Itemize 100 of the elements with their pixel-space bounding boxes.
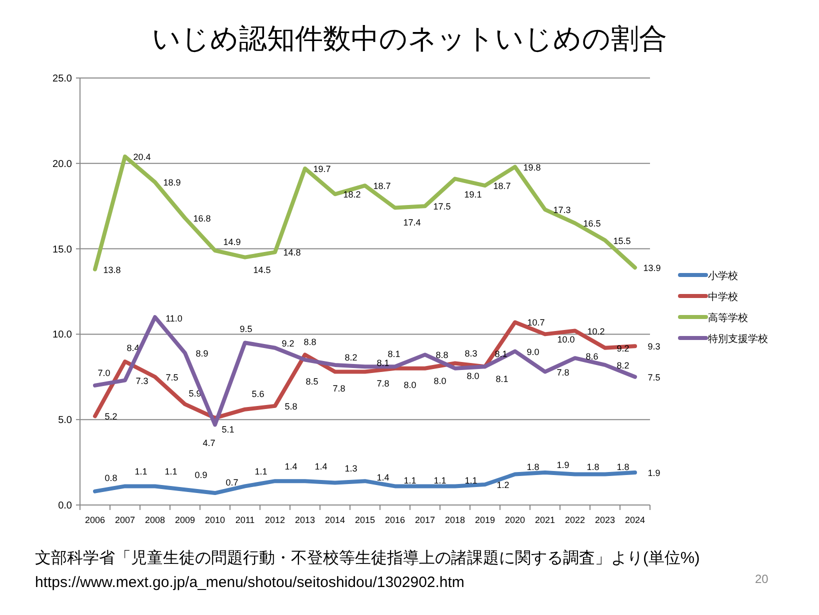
data-label: 8.0 [404, 380, 416, 390]
data-label: 8.8 [436, 350, 448, 360]
legend-label: 小学校 [708, 270, 738, 282]
data-label: 18.2 [343, 190, 361, 200]
data-label: 1.1 [134, 466, 148, 477]
data-label: 0.7 [226, 478, 238, 488]
data-label: 13.9 [643, 263, 661, 274]
data-label: 4.7 [202, 438, 216, 448]
data-label: 1.4 [314, 462, 328, 472]
data-label: 8.0 [466, 370, 480, 381]
y-tick-label: 20.0 [52, 158, 72, 170]
y-tick-label: 10.0 [52, 330, 72, 341]
data-label: 15.5 [613, 236, 631, 246]
data-label: 5.1 [222, 424, 234, 434]
x-tick-label: 2006 [84, 515, 106, 525]
data-label: 1.1 [434, 476, 446, 486]
data-label: 8.8 [304, 337, 316, 348]
data-label: 1.9 [648, 468, 660, 478]
y-tick-label: 5.0 [58, 415, 72, 426]
data-label: 16.8 [193, 214, 211, 224]
y-tick-label: 15.0 [52, 244, 72, 256]
data-label: 14.5 [253, 264, 271, 275]
data-label: 19.1 [464, 189, 482, 200]
legend-label: 高等学校 [708, 312, 748, 324]
text: 文部科学省「児童生徒の問題行動・不登校等生徒指導上の諸課題に関する調査」より(単位%) [35, 549, 700, 567]
data-label: 19.7 [313, 164, 331, 174]
data-label: 18.9 [163, 178, 181, 188]
data-label: 10.7 [527, 318, 545, 328]
x-tick-label: 2007 [114, 515, 136, 525]
x-tick-label: 2009 [174, 515, 196, 525]
x-tick-label: 2020 [504, 515, 526, 525]
data-label: 0.9 [194, 470, 208, 480]
data-label: 8.6 [586, 352, 598, 362]
data-label: 1.1 [464, 476, 478, 486]
data-label: 7.3 [136, 376, 148, 386]
x-tick-label: 2012 [264, 515, 286, 525]
data-label: 8.5 [306, 376, 318, 386]
data-label: 17.5 [433, 202, 451, 212]
data-label: 14.8 [283, 248, 301, 258]
y-tick-label: 0.0 [58, 500, 72, 512]
data-label: 10.2 [587, 326, 605, 336]
data-label: 9.3 [648, 342, 660, 352]
data-label: 8.2 [344, 352, 358, 362]
data-label: 8.3 [464, 348, 478, 359]
data-label: 1.9 [556, 460, 570, 470]
data-label: 13.8 [103, 264, 121, 275]
x-tick-label: 2024 [624, 515, 646, 525]
x-tick-label: 2019 [474, 515, 496, 525]
data-label: 8.9 [196, 348, 208, 358]
data-label: 5.2 [104, 412, 118, 422]
data-label: 8.1 [496, 374, 508, 384]
data-label: 7.5 [648, 372, 660, 382]
data-label: 8.0 [434, 376, 446, 386]
data-label: 1.8 [526, 462, 540, 472]
text: https://www.mext.go.jp/a_menu/shotou/seitoshidou/1302902.htm [35, 574, 464, 591]
x-tick-label: 2021 [534, 515, 556, 525]
text: 20 [755, 572, 769, 586]
data-label: 1.1 [164, 466, 178, 477]
x-tick-label: 2014 [324, 515, 346, 525]
x-tick-label: 2017 [414, 515, 436, 525]
data-label: 18.7 [373, 181, 391, 192]
x-tick-label: 2015 [354, 515, 376, 525]
data-label: 20.4 [133, 152, 151, 162]
data-label: 14.9 [223, 237, 241, 248]
data-label: 1.8 [586, 462, 600, 472]
data-label: 7.0 [98, 368, 110, 378]
data-label: 9.0 [526, 346, 540, 357]
data-label: 1.4 [376, 472, 390, 483]
data-label: 0.8 [104, 472, 118, 483]
data-label: 7.8 [376, 378, 390, 388]
data-label: 7.8 [332, 383, 346, 394]
data-label: 11.0 [166, 314, 182, 324]
x-tick-label: 2013 [294, 515, 316, 525]
data-label: 16.5 [583, 218, 601, 229]
data-label: 7.8 [556, 367, 570, 378]
x-tick-label: 2023 [594, 515, 616, 525]
data-label: 1.8 [616, 462, 630, 472]
x-tick-label: 2010 [204, 515, 226, 525]
data-label: 1.1 [404, 476, 416, 486]
data-label: 5.8 [284, 401, 298, 412]
data-label: 7.5 [166, 372, 178, 382]
legend-label: 中学校 [708, 291, 738, 303]
data-label: 9.5 [240, 324, 252, 334]
data-label: 1.3 [344, 463, 358, 474]
data-label: 5.6 [252, 388, 264, 399]
legend-label: 特別支援学校 [708, 333, 768, 345]
data-label: 17.4 [403, 217, 421, 228]
data-label: 9.2 [282, 338, 294, 348]
data-label: 19.8 [523, 162, 541, 172]
data-label: 8.1 [388, 349, 400, 360]
x-tick-label: 2011 [235, 515, 255, 525]
line-series [93, 154, 637, 272]
data-label: 1.2 [496, 480, 510, 490]
data-label: 10.0 [557, 334, 575, 345]
data-label: 1.1 [254, 466, 268, 477]
x-tick-label: 2018 [444, 515, 466, 525]
data-label: 1.4 [284, 462, 298, 472]
data-label: 17.3 [553, 205, 571, 216]
x-tick-label: 2022 [564, 515, 586, 525]
x-tick-label: 2008 [144, 515, 166, 525]
